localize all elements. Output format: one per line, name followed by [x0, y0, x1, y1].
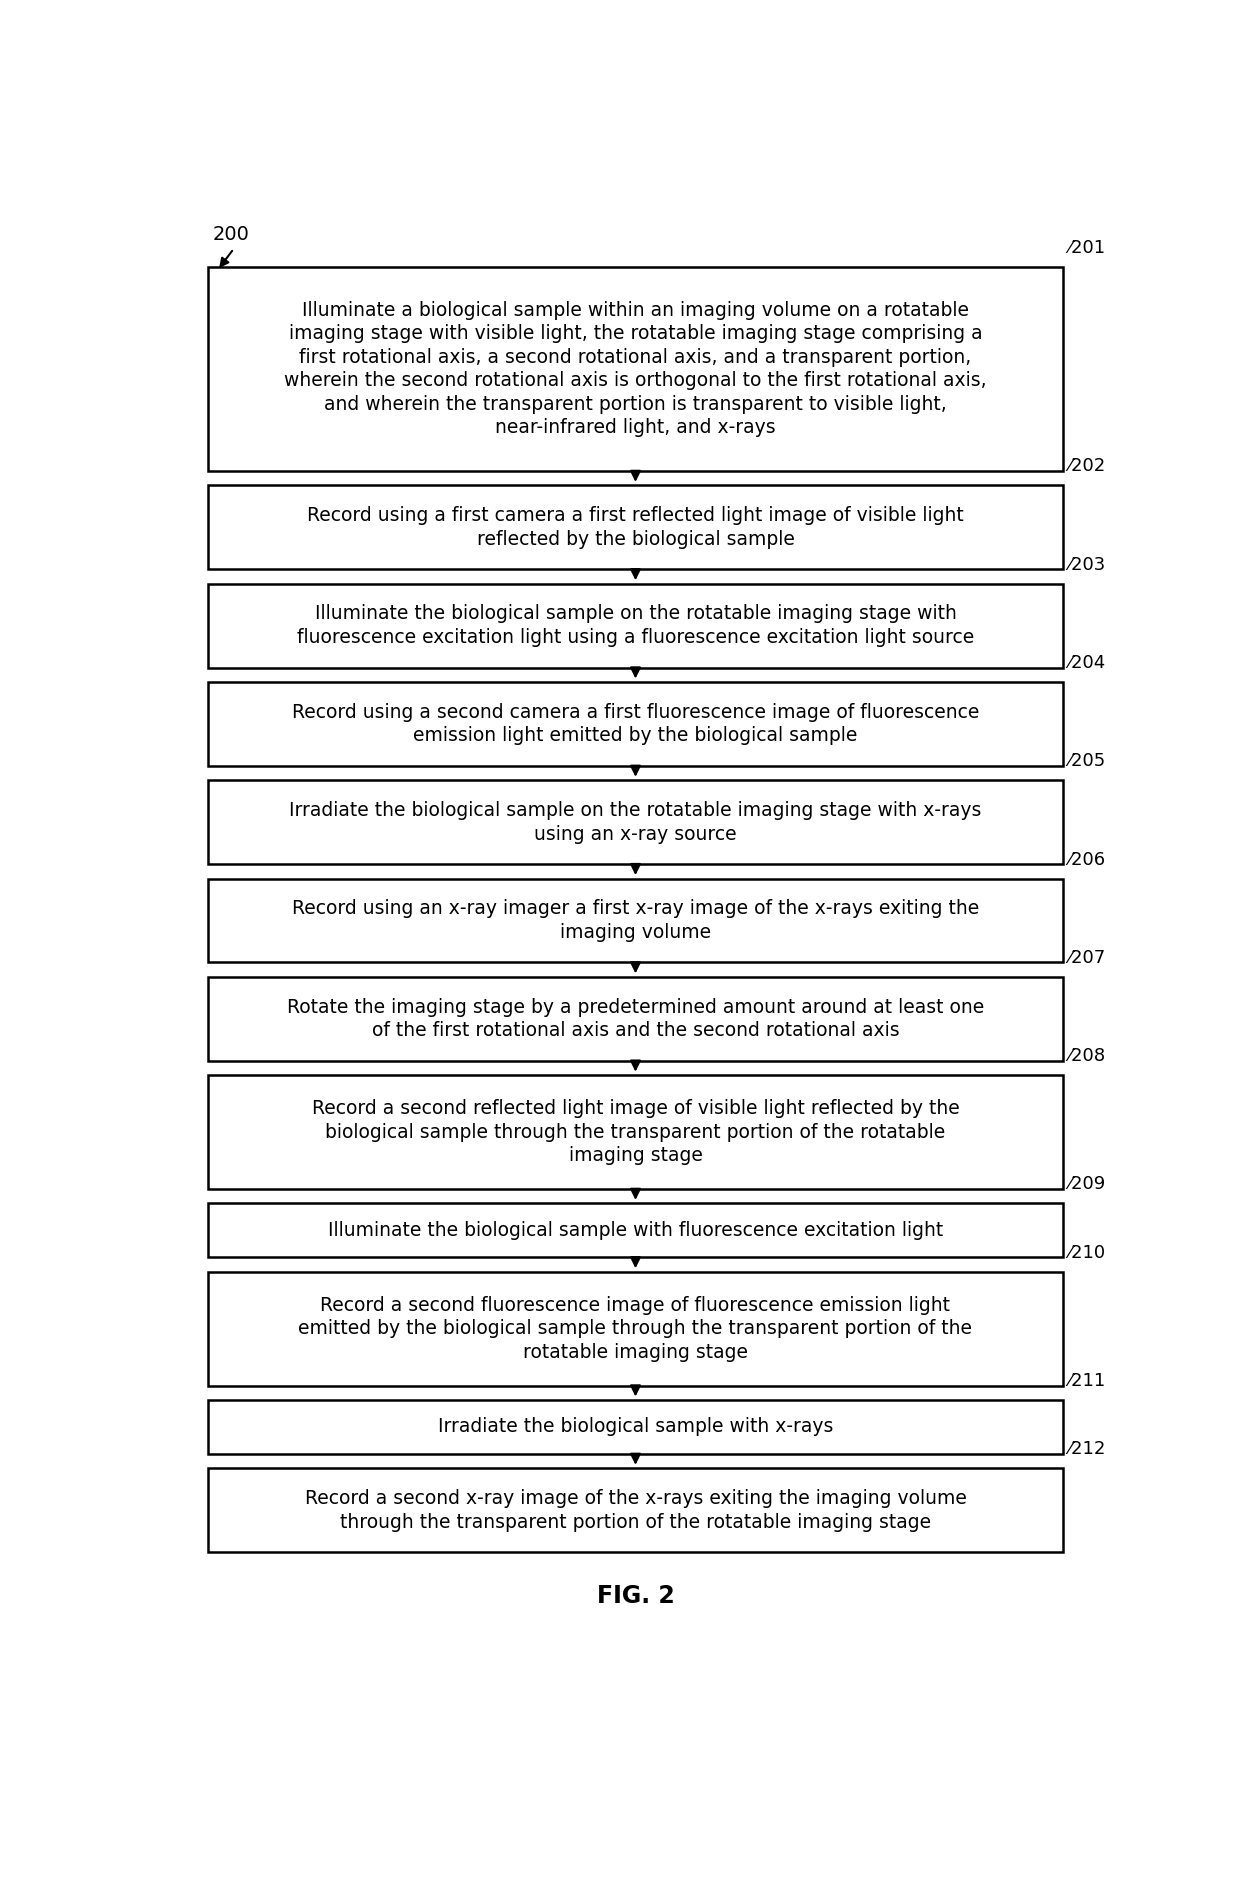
FancyBboxPatch shape [208, 1467, 1063, 1552]
FancyBboxPatch shape [208, 485, 1063, 569]
Text: Record using a second camera a first fluorescence image of fluorescence
emission: Record using a second camera a first flu… [291, 703, 980, 746]
Text: ⁄204: ⁄204 [1068, 654, 1105, 673]
Text: Illuminate a biological sample within an imaging volume on a rotatable
imaging s: Illuminate a biological sample within an… [284, 301, 987, 438]
Text: 200: 200 [213, 225, 249, 244]
FancyBboxPatch shape [208, 584, 1063, 667]
Text: Record using an x-ray imager a first x-ray image of the x-rays exiting the
imagi: Record using an x-ray imager a first x-r… [291, 900, 980, 941]
Text: Record using a first camera a first reflected light image of visible light
refle: Record using a first camera a first refl… [308, 505, 963, 549]
Text: ⁄209: ⁄209 [1068, 1176, 1105, 1193]
Text: ⁄207: ⁄207 [1068, 949, 1105, 968]
FancyBboxPatch shape [208, 682, 1063, 767]
FancyBboxPatch shape [208, 1075, 1063, 1189]
Text: ⁄203: ⁄203 [1068, 556, 1105, 573]
Text: ⁄205: ⁄205 [1068, 752, 1105, 770]
FancyBboxPatch shape [208, 1400, 1063, 1454]
Text: Record a second reflected light image of visible light reflected by the
biologic: Record a second reflected light image of… [311, 1099, 960, 1165]
FancyBboxPatch shape [208, 1203, 1063, 1257]
Text: ⁄201: ⁄201 [1068, 239, 1105, 257]
FancyBboxPatch shape [208, 1272, 1063, 1385]
Text: Record a second x-ray image of the x-rays exiting the imaging volume
through the: Record a second x-ray image of the x-ray… [305, 1488, 966, 1531]
Text: Record a second fluorescence image of fluorescence emission light
emitted by the: Record a second fluorescence image of fl… [299, 1297, 972, 1362]
Text: ⁄211: ⁄211 [1068, 1372, 1105, 1390]
Text: Irradiate the biological sample on the rotatable imaging stage with x-rays
using: Irradiate the biological sample on the r… [289, 800, 982, 844]
Text: ⁄202: ⁄202 [1068, 457, 1105, 475]
Text: Rotate the imaging stage by a predetermined amount around at least one
of the fi: Rotate the imaging stage by a predetermi… [286, 998, 985, 1041]
FancyBboxPatch shape [208, 977, 1063, 1062]
FancyBboxPatch shape [208, 780, 1063, 864]
FancyBboxPatch shape [208, 267, 1063, 472]
FancyBboxPatch shape [208, 879, 1063, 962]
Text: Illuminate the biological sample on the rotatable imaging stage with
fluorescenc: Illuminate the biological sample on the … [296, 605, 975, 646]
Text: Illuminate the biological sample with fluorescence excitation light: Illuminate the biological sample with fl… [327, 1221, 944, 1240]
Text: FIG. 2: FIG. 2 [596, 1584, 675, 1608]
Text: Irradiate the biological sample with x-rays: Irradiate the biological sample with x-r… [438, 1417, 833, 1436]
Text: ⁄206: ⁄206 [1068, 851, 1105, 868]
Text: ⁄212: ⁄212 [1068, 1441, 1105, 1458]
Text: ⁄210: ⁄210 [1068, 1244, 1105, 1261]
Text: ⁄208: ⁄208 [1068, 1047, 1105, 1065]
